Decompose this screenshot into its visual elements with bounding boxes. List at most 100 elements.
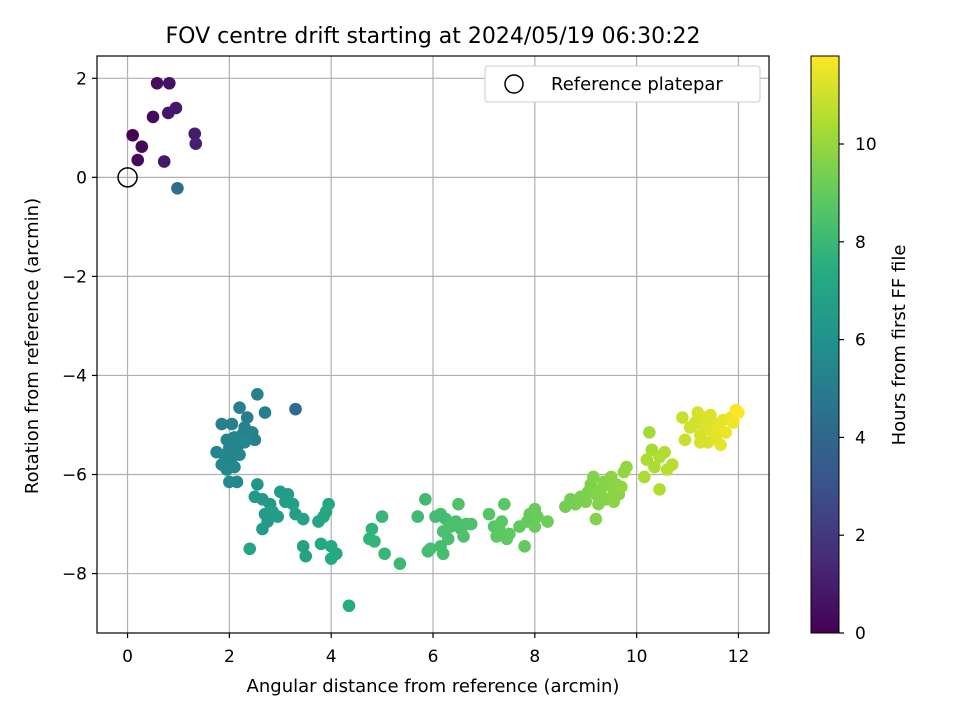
data-point — [171, 181, 184, 195]
data-point — [411, 510, 425, 523]
data-point — [587, 470, 600, 484]
data-point — [279, 495, 292, 509]
data-point — [648, 460, 661, 474]
y-axis-label: Rotation from reference (arcmin) — [22, 198, 43, 494]
data-point — [256, 522, 269, 536]
data-point — [693, 436, 707, 449]
data-point — [289, 402, 302, 416]
data-point — [518, 540, 531, 553]
x-tick-label: 6 — [428, 647, 439, 667]
data-point — [643, 426, 656, 439]
y-tick-label: −6 — [62, 466, 87, 486]
data-point — [225, 417, 239, 431]
data-point — [497, 497, 511, 511]
data-point — [378, 547, 391, 561]
data-point — [436, 525, 450, 538]
data-point — [589, 512, 603, 526]
data-point — [653, 483, 666, 496]
data-point — [135, 140, 149, 153]
data-point — [233, 448, 246, 461]
data-point — [531, 510, 544, 523]
data-point — [146, 110, 160, 124]
data-point — [342, 599, 356, 613]
legend: Reference platepar — [484, 65, 761, 103]
y-tick-label: −8 — [62, 565, 87, 585]
x-tick-label: 2 — [224, 647, 235, 667]
y-tick-label: 2 — [76, 69, 87, 89]
x-tick-label: 10 — [626, 647, 648, 667]
x-tick-label: 4 — [326, 647, 337, 667]
data-point — [299, 549, 313, 563]
data-point — [457, 530, 470, 543]
points-layer — [117, 76, 745, 613]
legend-entry-reference-platepar: Reference platepar — [551, 74, 723, 95]
data-point — [322, 497, 335, 511]
data-point — [665, 458, 679, 471]
data-point — [157, 155, 171, 168]
data-point — [503, 527, 516, 541]
data-point — [528, 520, 542, 533]
data-point — [490, 530, 503, 543]
data-point — [375, 510, 389, 523]
axes-layer: 0 2 4 6 8 10 12 −8 −6 −4 −2 0 2 — [62, 55, 770, 667]
data-point — [637, 470, 651, 484]
data-point — [251, 387, 264, 401]
colorbar: 0 2 4 6 8 10 Hours from first FF file — [810, 55, 910, 644]
data-point — [150, 76, 164, 90]
data-point — [714, 438, 727, 452]
data-point — [131, 153, 145, 167]
data-point — [223, 475, 236, 489]
data-point — [607, 495, 621, 509]
data-point — [189, 137, 203, 150]
x-tick-label: 12 — [728, 647, 750, 667]
data-point — [243, 542, 257, 556]
data-point — [658, 445, 671, 459]
data-point — [620, 460, 633, 474]
data-point — [248, 433, 262, 447]
legend-frame — [484, 65, 761, 103]
data-point — [314, 537, 328, 551]
data-point — [541, 515, 554, 528]
y-tick-label: −2 — [62, 267, 87, 287]
data-point — [495, 515, 509, 528]
data-point — [419, 492, 432, 506]
data-point — [324, 552, 338, 566]
data-point — [271, 510, 285, 523]
data-point — [579, 495, 593, 509]
data-point — [169, 101, 183, 115]
data-point — [220, 463, 234, 476]
data-point — [732, 406, 745, 419]
colorbar-tick-label: 6 — [855, 331, 866, 351]
data-point — [233, 401, 246, 414]
data-point — [727, 416, 740, 429]
data-point — [482, 507, 496, 521]
data-point — [365, 522, 379, 536]
data-point — [368, 535, 381, 548]
legend-reference-marker-icon — [504, 74, 524, 94]
data-point — [704, 408, 717, 422]
data-point — [188, 127, 202, 141]
data-point — [162, 76, 176, 90]
data-point — [251, 478, 264, 491]
data-point — [452, 497, 465, 511]
data-point — [676, 411, 689, 424]
colorbar-tick-label: 4 — [855, 428, 866, 448]
data-point — [296, 540, 310, 553]
data-point — [240, 411, 254, 424]
reference-platepar-marker — [117, 167, 138, 188]
data-point — [393, 557, 407, 570]
data-point — [678, 433, 692, 447]
chart-title: FOV centre drift starting at 2024/05/19 … — [166, 24, 701, 49]
colorbar-label: Hours from first FF file — [889, 245, 910, 446]
data-point — [215, 417, 229, 431]
data-point — [126, 128, 139, 142]
data-point — [615, 480, 628, 494]
x-tick-label: 0 — [122, 647, 133, 667]
colorbar-tick-label: 2 — [855, 526, 866, 546]
y-tick-label: 0 — [76, 168, 87, 188]
data-point — [436, 547, 450, 561]
data-point — [296, 512, 310, 526]
data-point — [238, 436, 251, 449]
